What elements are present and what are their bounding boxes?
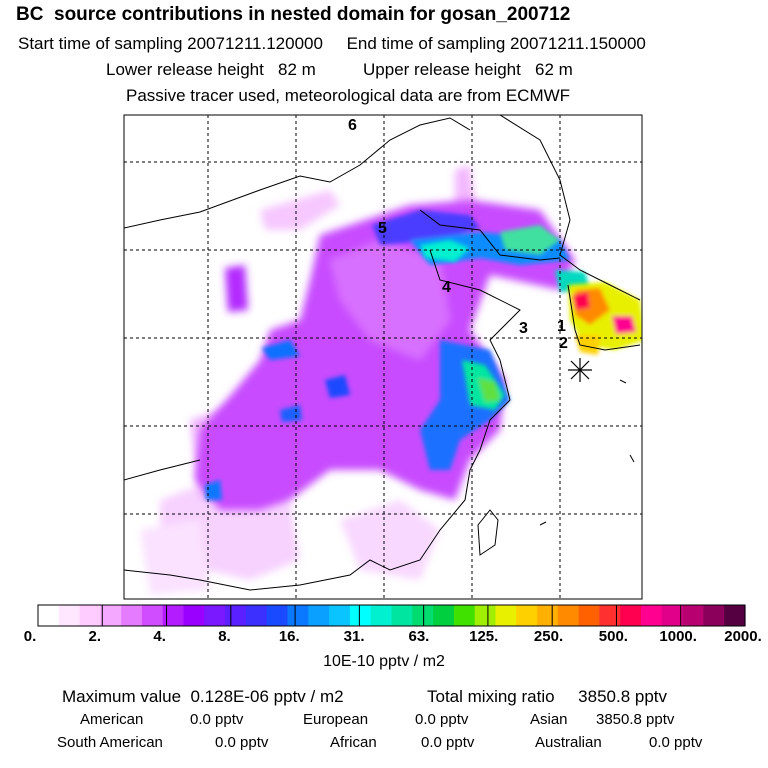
colorbar-tick-label: 63. [408, 628, 430, 645]
point-label-5: 5 [378, 220, 387, 237]
colorbar-swatch [329, 605, 351, 626]
region-name-american: American [80, 711, 144, 728]
colorbar-tick-label: 125. [469, 628, 499, 645]
colorbar-swatch [557, 605, 580, 626]
colorbar-swatch [245, 605, 268, 626]
colorbar-swatch [204, 605, 226, 626]
region-name-south-american: South American [57, 734, 163, 751]
region-name-european: European [303, 711, 369, 728]
point-labels: 6 5 4 3 1 2 [348, 117, 568, 352]
colorbar-swatch [121, 605, 143, 626]
region-value-south-american: 0.0 pptv [215, 734, 269, 751]
colorbar-tick-label: 16. [278, 628, 300, 645]
region-name-african: African [330, 734, 377, 751]
colorbar-swatch [516, 605, 538, 626]
colorbar-swatch [682, 605, 705, 626]
colorbar-swatch [474, 605, 497, 626]
colorbar-swatch [620, 605, 642, 626]
receptor-star-icon [568, 358, 592, 382]
sampling-times: Start time of sampling 20071211.120000 E… [18, 34, 768, 54]
point-label-1: 1 [557, 318, 566, 335]
plume-violet [195, 200, 575, 510]
colorbar-tick-label: 0. [23, 628, 37, 645]
colorbar-swatch [724, 605, 746, 626]
plot-title: BC source contributions in nested domain… [16, 4, 571, 25]
colorbar-swatch [412, 605, 434, 626]
end-time-label: End time of sampling 20071211.150000 [346, 34, 646, 53]
region-value-australian: 0.0 pptv [649, 734, 703, 751]
colorbar-swatch [266, 605, 289, 626]
release-heights: Lower release height 82 m Upper release … [106, 60, 768, 80]
colorbar-tick-label: 8. [218, 628, 231, 645]
lower-release-label: Lower release height 82 m [106, 60, 316, 79]
region-name-asian: Asian [530, 711, 568, 728]
plume-korea-hotspot [568, 282, 642, 355]
colorbar-swatch [391, 605, 413, 626]
tracer-note: Passive tracer used, meteorological data… [126, 86, 571, 105]
colorbar-swatch [162, 605, 185, 626]
point-label-2: 2 [559, 335, 568, 352]
colorbar-swatch [433, 605, 455, 626]
point-label-6: 6 [348, 117, 357, 134]
colorbar-swatch [349, 605, 372, 626]
total-mixing-ratio: Total mixing ratio 3850.8 pptv [427, 687, 668, 706]
colorbar-swatch [599, 605, 621, 626]
colorbar-swatch [495, 605, 517, 626]
start-time-label: Start time of sampling 20071211.120000 [18, 34, 323, 53]
max-value: Maximum value 0.128E-06 pptv / m2 [62, 687, 344, 706]
colorbar-swatch [578, 605, 601, 626]
region-value-european: 0.0 pptv [415, 711, 469, 728]
region-name-australian: Australian [535, 734, 602, 751]
colorbar-swatch [100, 605, 122, 626]
colorbar-swatch [703, 605, 725, 626]
colorbar-swatch [287, 605, 309, 626]
colorbar-swatch [38, 605, 60, 626]
colorbar [37, 604, 746, 627]
colorbar-swatch [370, 605, 393, 626]
map-field: 6 5 4 3 1 2 [124, 115, 642, 599]
region-value-asian: 3850.8 pptv [596, 711, 675, 728]
coastlines [124, 115, 641, 591]
map-frame [123, 114, 643, 600]
colorbar-swatch [58, 605, 81, 626]
colorbar-tick-label: 31. [343, 628, 365, 645]
colorbar-tick-label: 250. [533, 628, 564, 645]
colorbar-swatch [661, 605, 684, 626]
colorbar-frame [37, 604, 746, 627]
colorbar-swatch [79, 605, 101, 626]
colorbar-tick-label: 500. [598, 628, 628, 645]
colorbar-tick-label: 2000. [724, 628, 762, 645]
point-label-3: 3 [519, 320, 528, 337]
colorbar-tick-label: 1000. [659, 628, 697, 645]
colorbar-tick-label: 4. [153, 628, 166, 645]
lat-lon-grid [124, 115, 642, 599]
colorbar-swatch [141, 605, 164, 626]
region-value-american: 0.0 pptv [190, 711, 244, 728]
colorbar-swatch [537, 605, 559, 626]
colorbar-swatch [225, 605, 247, 626]
colorbar-swatch [183, 605, 205, 626]
upper-release-label: Upper release height 62 m [363, 60, 573, 79]
colorbar-units: 10E-10 pptv / m2 [323, 653, 445, 670]
region-value-african: 0.0 pptv [421, 734, 475, 751]
colorbar-swatch [453, 605, 476, 626]
colorbar-swatch [308, 605, 330, 626]
colorbar-swatch [641, 605, 663, 626]
point-label-4: 4 [442, 279, 451, 296]
colorbar-tick-label: 2. [88, 628, 102, 645]
